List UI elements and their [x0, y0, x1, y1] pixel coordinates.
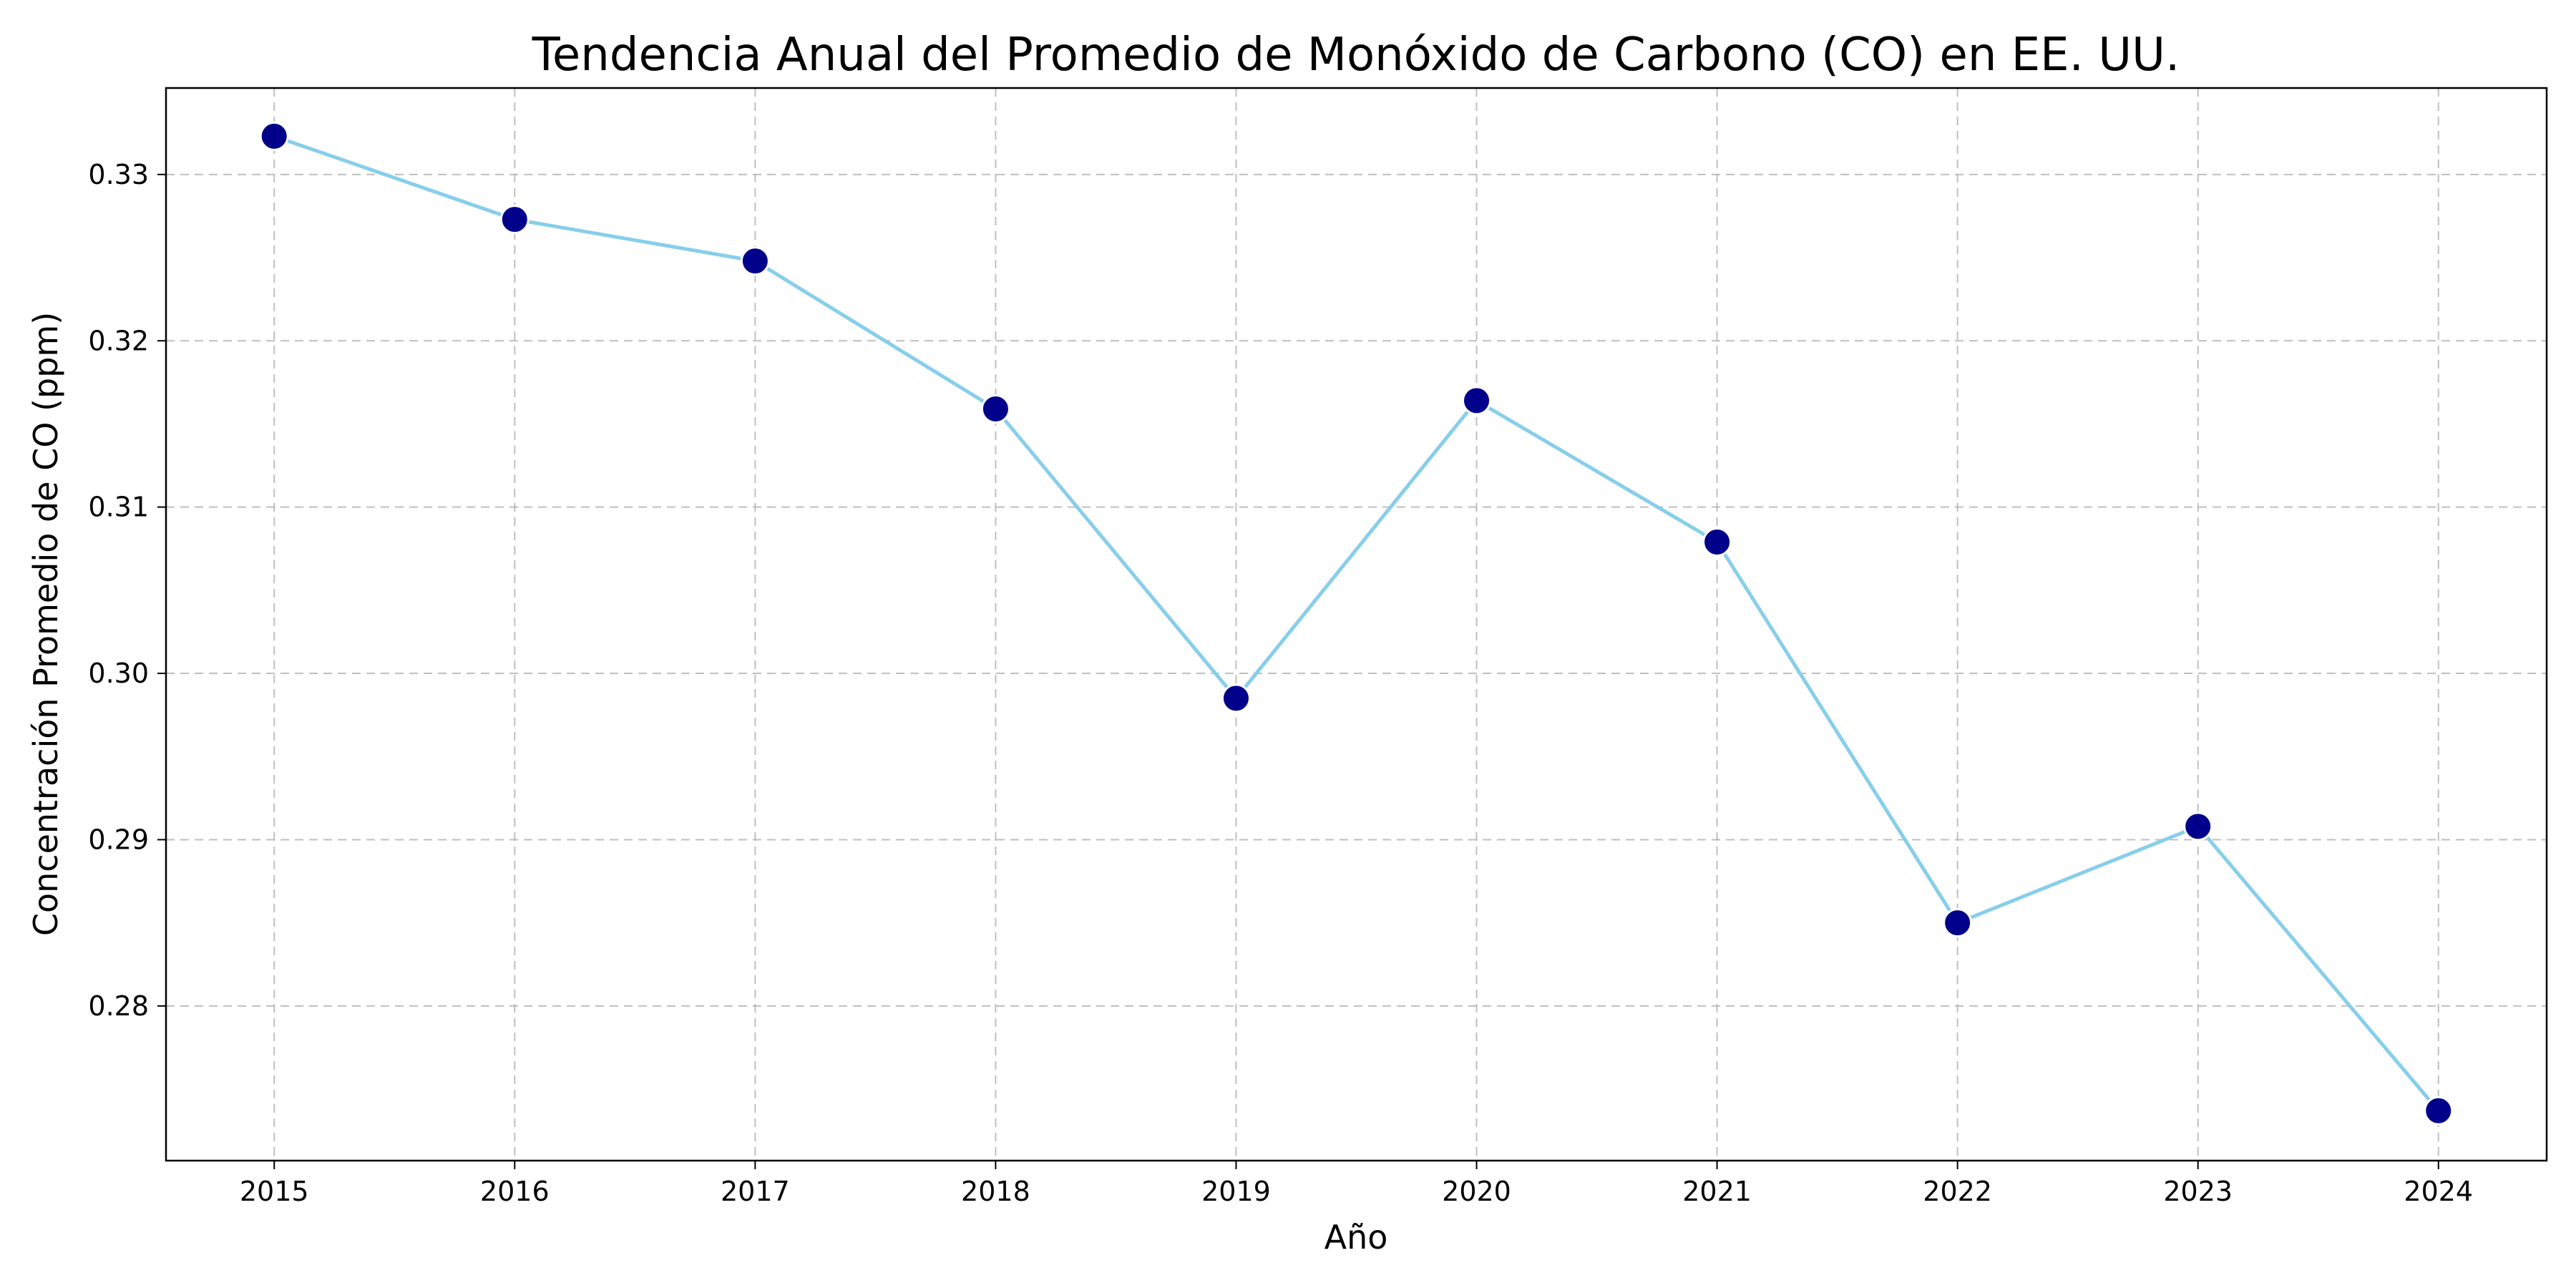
y-tick-label: 0.30 — [88, 658, 149, 689]
grid-layer — [166, 88, 2547, 1161]
x-tick-label: 2024 — [2404, 1176, 2473, 1207]
x-tick-label: 2018 — [961, 1176, 1030, 1207]
x-tick-label: 2021 — [1682, 1176, 1752, 1207]
x-tick-label: 2020 — [1442, 1176, 1511, 1207]
y-tick-label: 0.29 — [88, 824, 149, 855]
y-tick-label: 0.33 — [88, 159, 149, 190]
series-line — [273, 135, 2440, 1112]
data-point — [2424, 1096, 2454, 1126]
y-axis-label: Concentración Promedio de CO (ppm) — [26, 312, 65, 936]
x-axis: 2015 2016 2017 2018 2019 2020 2021 2022 2023 2024 — [240, 1161, 2473, 1207]
data-point — [1221, 683, 1251, 713]
data-point — [259, 121, 289, 151]
data-point — [980, 394, 1010, 424]
data-point — [1462, 386, 1492, 416]
y-tick-label: 0.32 — [88, 325, 149, 356]
y-tick-label: 0.31 — [88, 492, 149, 523]
x-tick-label: 2016 — [480, 1176, 550, 1207]
y-axis: 0.28 0.29 0.30 0.31 0.32 0.33 — [88, 159, 166, 1022]
plot-area-frame — [165, 87, 2548, 1162]
x-tick-label: 2015 — [240, 1176, 309, 1207]
chart-title: Tendencia Anual del Promedio de Monóxido… — [532, 29, 2180, 82]
data-point — [1702, 527, 1732, 557]
x-axis-label: Año — [1324, 1218, 1388, 1257]
data-point — [499, 205, 530, 235]
x-tick-label: 2019 — [1201, 1176, 1271, 1207]
series-layer — [259, 121, 2454, 1126]
x-tick-label: 2017 — [721, 1176, 790, 1207]
data-point — [740, 246, 770, 276]
x-tick-label: 2023 — [2163, 1176, 2233, 1207]
x-tick-label: 2022 — [1923, 1176, 1992, 1207]
data-point — [2183, 811, 2213, 841]
data-point — [1943, 908, 1973, 938]
y-tick-label: 0.28 — [88, 990, 149, 1022]
